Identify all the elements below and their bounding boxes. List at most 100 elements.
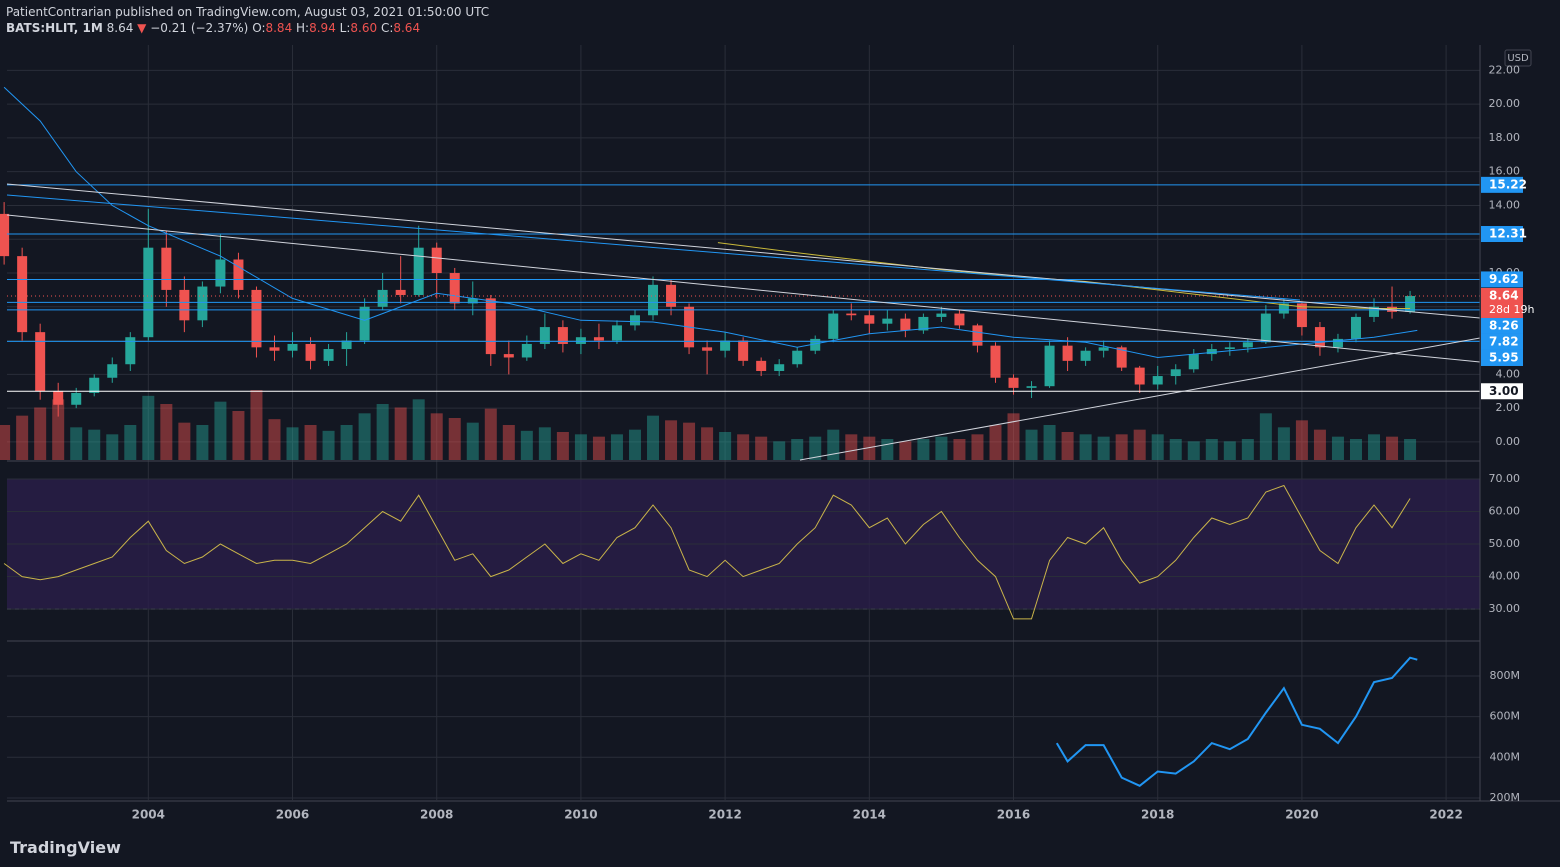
candle-body: [1224, 347, 1235, 350]
volume-bar: [1404, 439, 1417, 460]
level-label: 3.00: [1489, 384, 1519, 398]
level-label-bg: [1481, 271, 1523, 288]
candle-body: [1116, 347, 1127, 368]
candle-body: [774, 364, 785, 371]
candle-body: [1332, 338, 1343, 348]
candle-body: [521, 343, 532, 358]
y-tick-label: 18.00: [1489, 131, 1521, 144]
candle-body: [287, 343, 298, 351]
volume-bar: [1368, 434, 1381, 460]
volume-bar: [1223, 441, 1236, 460]
volume-bar: [809, 436, 822, 460]
y-tick-label: 2.00: [1496, 401, 1521, 414]
volume-bar: [70, 427, 83, 460]
candle-body: [702, 347, 713, 351]
volume-bar: [1386, 436, 1399, 460]
candle-body: [1152, 376, 1163, 385]
volume-bar: [1115, 434, 1128, 460]
volume-bar: [610, 434, 623, 460]
volume-bar: [340, 425, 353, 460]
volume-bar: [286, 427, 299, 460]
x-tick-label: 2022: [1429, 808, 1462, 822]
candle-body: [648, 284, 659, 316]
candle-body: [611, 325, 622, 341]
candle-body: [53, 391, 64, 405]
candle-body: [485, 298, 496, 355]
currency-box: [1504, 49, 1532, 67]
candle-body: [1350, 316, 1361, 339]
volume-bar: [701, 427, 714, 460]
candle-body: [900, 318, 911, 331]
candle-body: [17, 256, 28, 333]
candle-body: [792, 350, 803, 365]
volume-bar: [863, 436, 876, 460]
candle-body: [233, 259, 244, 290]
volume-bar: [719, 432, 732, 460]
candle-body: [846, 313, 857, 316]
volume-bar: [430, 413, 443, 460]
candle-body: [1098, 347, 1109, 351]
volume-bar: [178, 422, 191, 460]
candle-body: [71, 392, 82, 405]
grid: [7, 45, 1480, 800]
brand: TradingView: [10, 838, 121, 857]
candle-body: [1026, 386, 1037, 388]
candle-body: [305, 343, 316, 361]
candle-body: [1134, 367, 1145, 385]
candle-body: [215, 259, 226, 287]
volume-bar: [1331, 436, 1344, 460]
volume-bar: [16, 415, 29, 460]
volume-bar: [448, 418, 461, 460]
open: 8.84: [265, 21, 293, 35]
level-label: 12.31: [1489, 227, 1527, 241]
trendline: [6, 183, 1481, 319]
volume-bar: [250, 390, 263, 460]
close-label: C:: [380, 21, 394, 35]
volume-bar: [520, 430, 533, 460]
x-tick-label: 2014: [853, 808, 886, 822]
candle-body: [1206, 349, 1217, 355]
volume-bar: [592, 436, 605, 460]
candle-body: [395, 289, 406, 295]
volume-bar: [1043, 425, 1056, 460]
volume-bar: [1169, 439, 1182, 460]
volume-bar: [647, 415, 660, 460]
x-tick-label: 2004: [132, 808, 165, 822]
volume-bar: [917, 439, 930, 460]
volume-bar: [304, 425, 317, 460]
candle-body: [1062, 345, 1073, 361]
volume-bar: [628, 429, 641, 460]
x-tick-label: 2018: [1141, 808, 1174, 822]
y-tick-label: 22.00: [1489, 63, 1521, 76]
x-tick-label: 2006: [276, 808, 309, 822]
candle-body: [359, 306, 370, 341]
level-label: 5.95: [1489, 350, 1519, 364]
countdown: 28d 19h: [1489, 303, 1534, 316]
volume-bar: [1007, 413, 1020, 460]
volume-bar: [322, 430, 335, 460]
series-line: [3, 484, 1411, 620]
volume-bar: [538, 427, 551, 460]
candle-body: [593, 337, 604, 341]
volume-bar: [502, 425, 515, 460]
candle-body: [629, 315, 640, 326]
level-label-bg: [1481, 176, 1523, 193]
candle-body: [1242, 342, 1253, 348]
level-label-bg: [1481, 287, 1523, 318]
symbol-line: BATS:HLIT, 1M 8.64 ▼ −0.21 (−2.37%) O:8.…: [6, 20, 489, 36]
low: 8.60: [350, 21, 378, 35]
trendline: [799, 337, 1481, 461]
candle-body: [413, 247, 424, 295]
volume-bar: [1259, 413, 1272, 460]
volume-bar: [0, 425, 11, 460]
candle-body: [1188, 354, 1199, 370]
volume-bar: [935, 436, 948, 460]
volume-bar: [1295, 420, 1308, 460]
last: 8.64: [106, 21, 134, 35]
candle-body: [539, 327, 550, 344]
level-label: 8.26: [1489, 318, 1519, 332]
y-tick-label: 50.00: [1489, 537, 1521, 550]
symbol: BATS:HLIT, 1M: [6, 21, 103, 35]
volume-bar: [755, 436, 768, 460]
